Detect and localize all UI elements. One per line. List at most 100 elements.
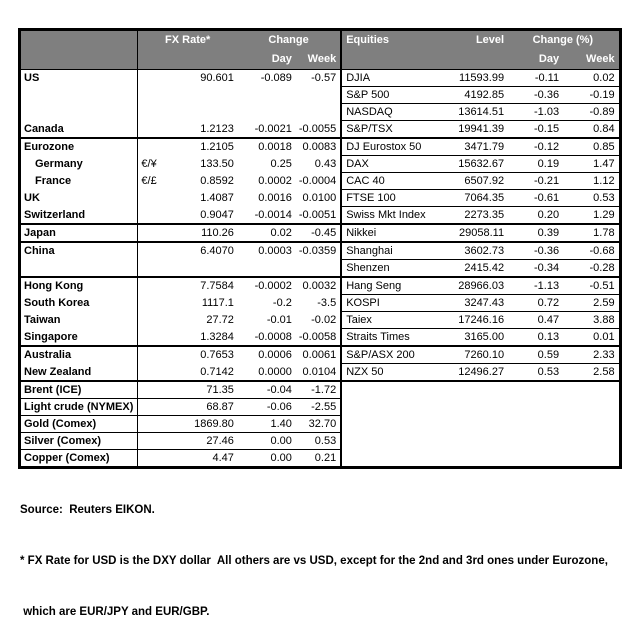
cell-equity-change-day — [508, 380, 564, 399]
cell-currency-pair — [137, 241, 168, 260]
cell-equity-level: 7064.35 — [455, 189, 509, 207]
cell-equity-change-week: 0.02 — [593, 72, 615, 84]
cell-fx-change-week: 0.0032 — [295, 276, 342, 295]
cell-currency-pair — [138, 295, 168, 312]
cell-fx-change-week: -0.0055 — [298, 122, 337, 135]
cell-fx-rate: 0.7142 — [200, 365, 234, 378]
cell-equity-level — [455, 450, 508, 468]
cell-fx-rate: 1117.1 — [201, 297, 234, 309]
table-row: Silver (Comex) 27.46 0.00 0.53 — [19, 432, 621, 450]
cell-equity-name: KOSPI — [340, 294, 456, 312]
cell-equity-name — [340, 415, 456, 433]
cell-equity-level: 3471.79 — [455, 137, 509, 156]
table-row: Taiwan 27.72 -0.01 -0.02 Taiex 17246.16 0.47 3.… — [19, 311, 621, 329]
cell-currency-pair — [137, 137, 168, 156]
cell-equity-name: Taiex — [340, 311, 456, 329]
header-spacer — [137, 50, 168, 70]
cell-fx-change-week: 0.0100 — [302, 192, 337, 204]
cell-currency-pair — [138, 87, 168, 104]
cell-equity-change-day: -0.11 — [534, 72, 560, 84]
cell-fx-change-week: -0.57 — [311, 72, 337, 85]
cell-equity-change-week: -0.51 — [563, 276, 621, 295]
cell-fx-change-day: 0.25 — [270, 158, 292, 170]
cell-equity-level: 12496.27 — [455, 363, 509, 381]
cell-fx-rate — [168, 260, 238, 278]
header-change-pct: Change (%) — [508, 29, 621, 50]
cell-currency-pair: €/¥ — [141, 158, 157, 170]
cell-equity-name: S&P/TSX — [340, 120, 456, 138]
cell-equity-name: Swiss Mkt Index — [340, 206, 456, 224]
header-spacer — [19, 29, 139, 50]
cell-fx-rate: 1.4087 — [200, 192, 234, 204]
cell-fx-change-week — [296, 260, 341, 278]
cell-fx-change-day: 0.0016 — [258, 192, 292, 204]
cell-fx-rate — [168, 104, 238, 121]
cell-country: Canada — [19, 120, 139, 138]
table-row: Shenzen 2415.42 -0.34 -0.28 — [19, 259, 621, 278]
cell-equity-level: 2273.35 — [455, 206, 509, 224]
cell-country — [19, 259, 139, 277]
header-row-2: Day Week Day Week — [19, 50, 621, 70]
cell-fx-rate — [168, 87, 238, 104]
cell-fx-rate: 133.50 — [200, 158, 234, 170]
table-row: France €/£ 0.8592 0.0002 -0.0004 CAC 40 6507.9… — [19, 172, 621, 190]
cell-equity-name: Shenzen — [340, 259, 456, 277]
cell-equity-level — [455, 380, 509, 399]
cell-country — [19, 86, 139, 104]
table-row: South Korea 1117.1 -0.2 -3.5 KOSPI 3247.43 0.7… — [19, 294, 621, 312]
cell-country: Eurozone — [19, 137, 139, 156]
cell-equity-level: 6507.92 — [455, 172, 509, 190]
cell-fx-change-week: 0.43 — [314, 158, 337, 170]
cell-country: UK — [19, 189, 139, 207]
cell-equity-name: NASDAQ — [340, 103, 456, 121]
cell-equity-change-day: 0.72 — [508, 294, 564, 312]
cell-fx-change-day: 0.0006 — [237, 345, 296, 364]
table-row: Gold (Comex) 1869.80 1.40 32.70 — [19, 415, 621, 433]
cell-currency-pair — [137, 449, 168, 468]
cell-country: China — [19, 241, 139, 260]
cell-country: New Zealand — [19, 363, 139, 381]
cell-equity-change-day: -0.36 — [508, 86, 564, 104]
cell-fx-rate: 27.72 — [206, 314, 234, 326]
cell-equity-change-day: -1.03 — [508, 103, 564, 121]
cell-equity-change-week: 1.29 — [563, 206, 621, 224]
table-row: Light crude (NYMEX) 68.87 -0.06 -2.55 — [19, 398, 621, 416]
cell-equity-level — [455, 399, 508, 416]
cell-equity-name — [340, 432, 456, 450]
cell-fx-rate: 0.8592 — [200, 175, 234, 187]
cell-equity-change-day: 0.20 — [508, 206, 564, 224]
cell-currency-pair — [137, 276, 168, 295]
cell-fx-rate: 1.2105 — [167, 137, 238, 156]
cell-fx-change-week: -0.0359 — [295, 241, 342, 260]
cell-fx-change-day: -0.2 — [272, 297, 292, 309]
table-row: Australia 0.7653 0.0006 0.0061 S&P/ASX 200 72… — [19, 345, 621, 364]
cell-equity-change-day: -0.61 — [508, 189, 564, 207]
cell-equity-name: NZX 50 — [340, 363, 456, 381]
cell-country — [19, 103, 139, 121]
cell-fx-change-week: -0.0004 — [298, 175, 337, 187]
cell-equity-name: Shanghai — [340, 241, 456, 260]
cell-equity-name: CAC 40 — [340, 172, 456, 190]
cell-fx-change-day: -0.0021 — [254, 122, 292, 135]
cell-fx-change-week: -0.02 — [311, 314, 337, 326]
cell-fx-rate: 0.9047 — [200, 208, 234, 221]
cell-country: Singapore — [19, 328, 139, 346]
cell-equity-change-day: -0.15 — [508, 120, 564, 138]
cell-equity-level: 3247.43 — [455, 294, 509, 312]
cell-fx-change-day: -0.0008 — [254, 330, 292, 343]
header-fx-rate: FX Rate* — [137, 29, 238, 50]
cell-equity-change-week: 0.84 — [563, 120, 621, 138]
cell-country: Switzerland — [19, 206, 139, 224]
fx-note-line-2: which are EUR/JPY and EUR/GBP. — [20, 606, 210, 618]
cell-fx-change-day: 0.0000 — [258, 365, 292, 378]
cell-fx-change-week: -1.72 — [295, 380, 342, 399]
cell-equity-change-day — [508, 399, 563, 416]
cell-country: Silver (Comex) — [19, 432, 139, 450]
cell-fx-rate: 71.35 — [167, 380, 238, 399]
cell-country: Germany — [19, 155, 139, 173]
cell-equity-level: 29058.11 — [455, 223, 509, 242]
cell-equity-level: 7260.10 — [455, 345, 509, 364]
cell-equity-level: 19941.39 — [455, 120, 509, 138]
cell-equity-name — [340, 380, 456, 399]
header-spacer — [340, 50, 456, 70]
